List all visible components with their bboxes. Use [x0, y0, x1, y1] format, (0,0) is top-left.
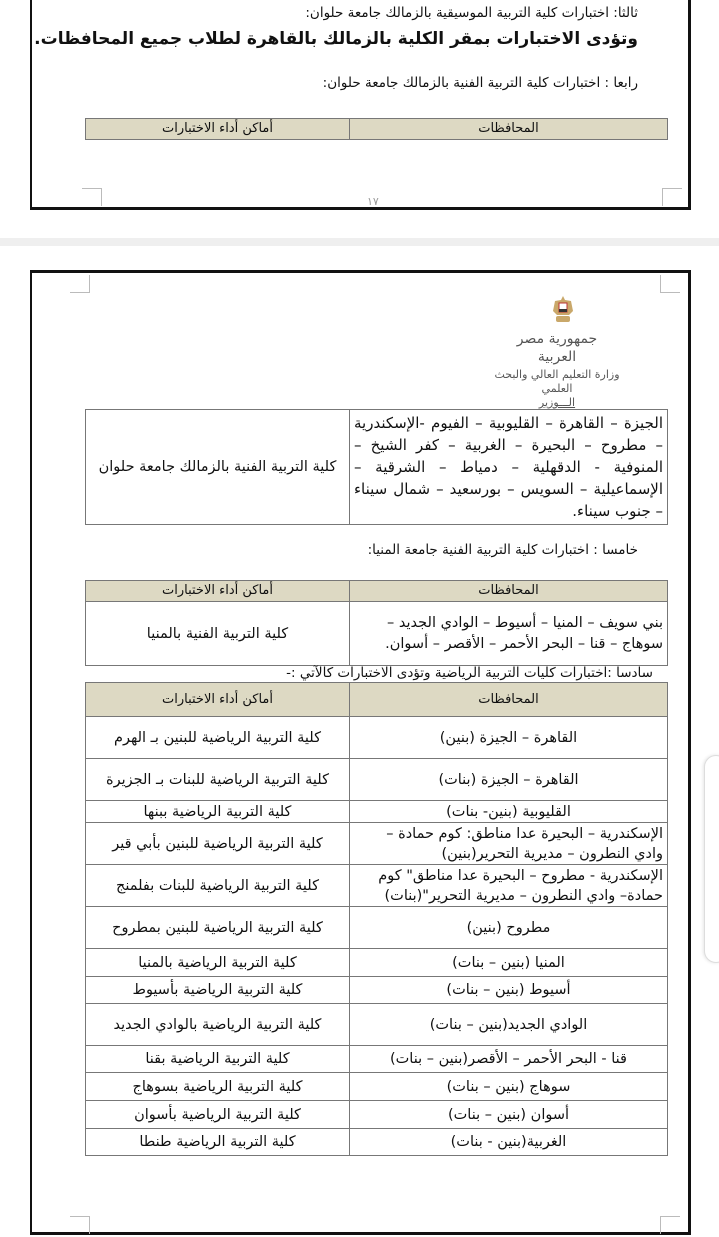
margin-corner: [82, 188, 102, 206]
row-governorates: مطروح (بنين): [349, 906, 668, 949]
margin-corner: [660, 275, 680, 293]
table5-location: كلية التربية الفنية بالمنيا: [85, 601, 350, 666]
table-row: أسيوط (بنين – بنات) كلية التربية الرياضية…: [85, 976, 668, 1004]
section3-title: ثالثا: اختبارات كلية التربية الموسيقية ب…: [305, 5, 638, 21]
row-location: كلية التربية الرياضية للبنين بمطروح: [85, 906, 350, 949]
table4-location: كلية التربية الفنية بالزمالك جامعة حلوان: [85, 409, 350, 525]
row-location: كلية التربية الرياضية للبنات بـ الجزيرة: [85, 758, 350, 801]
row-governorates: أسيوط (بنين – بنات): [349, 976, 668, 1004]
page-number: ١٧: [367, 195, 379, 208]
scroll-handle[interactable]: [704, 755, 719, 963]
document-page-1: ثالثا: اختبارات كلية التربية الموسيقية ب…: [30, 0, 691, 210]
margin-corner: [660, 1216, 680, 1234]
letterhead-line4: العلمي: [541, 382, 573, 395]
header-locations: أماكن أداء الاختبارات: [85, 682, 350, 717]
letterhead-line2: العربية: [537, 349, 577, 365]
table5: المحافظات أماكن أداء الاختبارات بني سويف …: [85, 580, 668, 666]
row-location: كلية التربية الرياضية بقنا: [85, 1045, 350, 1073]
letterhead-line5: الـــوزير: [538, 396, 576, 409]
row-governorates: سوهاج (بنين – بنات): [349, 1072, 668, 1101]
row-governorates: أسوان (بنين – بنات): [349, 1100, 668, 1129]
row-location: كلية التربية الرياضية للبنات بفلمنج: [85, 864, 350, 907]
table-row: المنيا (بنين – بنات) كلية التربية الرياضي…: [85, 948, 668, 977]
row-location: كلية التربية الرياضية بالمنيا: [85, 948, 350, 977]
table4-body: الجيزة – القاهرة – القليوبية – الفيوم -ا…: [85, 409, 668, 525]
row-location: كلية التربية الرياضية ببنها: [85, 800, 350, 823]
table-row: قنا - البحر الأحمر – الأقصر(بنين – بنات)…: [85, 1045, 668, 1073]
table-row: القليوبية (بنين- بنات) كلية التربية الريا…: [85, 800, 668, 823]
table-row: الإسكندرية - مطروح – البحيرة عدا مناطق" …: [85, 864, 668, 907]
table-row: أسوان (بنين – بنات) كلية التربية الرياضية…: [85, 1100, 668, 1129]
table-row: القاهرة – الجيزة (بنين) كلية التربية الري…: [85, 716, 668, 759]
header-governorates: المحافظات: [349, 682, 668, 717]
header-locations: أماكن أداء الاختبارات: [85, 118, 350, 140]
row-location: كلية التربية الرياضية طنطا: [85, 1128, 350, 1156]
row-governorates: قنا - البحر الأحمر – الأقصر(بنين – بنات): [349, 1045, 668, 1073]
margin-corner: [662, 188, 682, 206]
row-location: كلية التربية الرياضية للبنين بأبي قير: [85, 822, 350, 865]
table6: المحافظات أماكن أداء الاختبارات القاهرة –…: [85, 682, 668, 1156]
row-governorates: الوادي الجديد(بنين – بنات): [349, 1003, 668, 1046]
table-row: القاهرة – الجيزة (بنات) كلية التربية الري…: [85, 758, 668, 801]
egypt-eagle-crest-icon: [553, 296, 573, 322]
letterhead-line3: وزارة التعليم العالي والبحث: [494, 368, 620, 381]
row-location: كلية التربية الرياضية للبنين بـ الهرم: [85, 716, 350, 759]
row-governorates: القاهرة – الجيزة (بنين): [349, 716, 668, 759]
table4-header: المحافظات أماكن أداء الاختبارات: [85, 118, 668, 140]
table-row: الوادي الجديد(بنين – بنات) كلية التربية ا…: [85, 1003, 668, 1046]
header-governorates: المحافظات: [349, 580, 668, 602]
table-row: الغربية(بنين - بنات) كلية التربية الرياضي…: [85, 1128, 668, 1156]
row-governorates: القليوبية (بنين- بنات): [349, 800, 668, 823]
margin-corner: [70, 275, 90, 293]
header-locations: أماكن أداء الاختبارات: [85, 580, 350, 602]
page-gap: [0, 238, 719, 246]
row-location: كلية التربية الرياضية بأسوان: [85, 1100, 350, 1129]
section3-text: وتؤدى الاختبارات بمقر الكلية بالزمالك با…: [34, 29, 638, 49]
row-location: كلية التربية الرياضية بأسيوط: [85, 976, 350, 1004]
section4-title: رابعا : اختبارات كلية التربية الفنية بال…: [322, 75, 638, 91]
header-governorates: المحافظات: [349, 118, 668, 140]
row-governorates: الغربية(بنين - بنات): [349, 1128, 668, 1156]
section6-title: سادسا :اختبارات كليات التربية الرياضية و…: [286, 665, 653, 681]
row-governorates: الإسكندرية – البحيرة عدا مناطق: كوم حماد…: [349, 822, 668, 865]
section5-title: خامسا : اختبارات كلية التربية الفنية جام…: [367, 542, 638, 558]
table4-governorates: الجيزة – القاهرة – القليوبية – الفيوم -ا…: [349, 409, 668, 525]
document-page-2: جمهورية مصر العربية وزارة التعليم العالي…: [30, 270, 691, 1235]
row-governorates: المنيا (بنين – بنات): [349, 948, 668, 977]
table-row: الإسكندرية – البحيرة عدا مناطق: كوم حماد…: [85, 822, 668, 865]
letterhead-line1: جمهورية مصر: [516, 331, 598, 347]
row-governorates: الإسكندرية - مطروح – البحيرة عدا مناطق" …: [349, 864, 668, 907]
margin-corner: [70, 1216, 90, 1234]
table-row: سوهاج (بنين – بنات) كلية التربية الرياضية…: [85, 1072, 668, 1101]
row-governorates: القاهرة – الجيزة (بنات): [349, 758, 668, 801]
table5-governorates: بني سويف – المنيا – أسيوط – الوادي الجدي…: [349, 601, 668, 666]
table-row: مطروح (بنين) كلية التربية الرياضية للبنين…: [85, 906, 668, 949]
row-location: كلية التربية الرياضية بسوهاج: [85, 1072, 350, 1101]
row-location: كلية التربية الرياضية بالوادي الجديد: [85, 1003, 350, 1046]
